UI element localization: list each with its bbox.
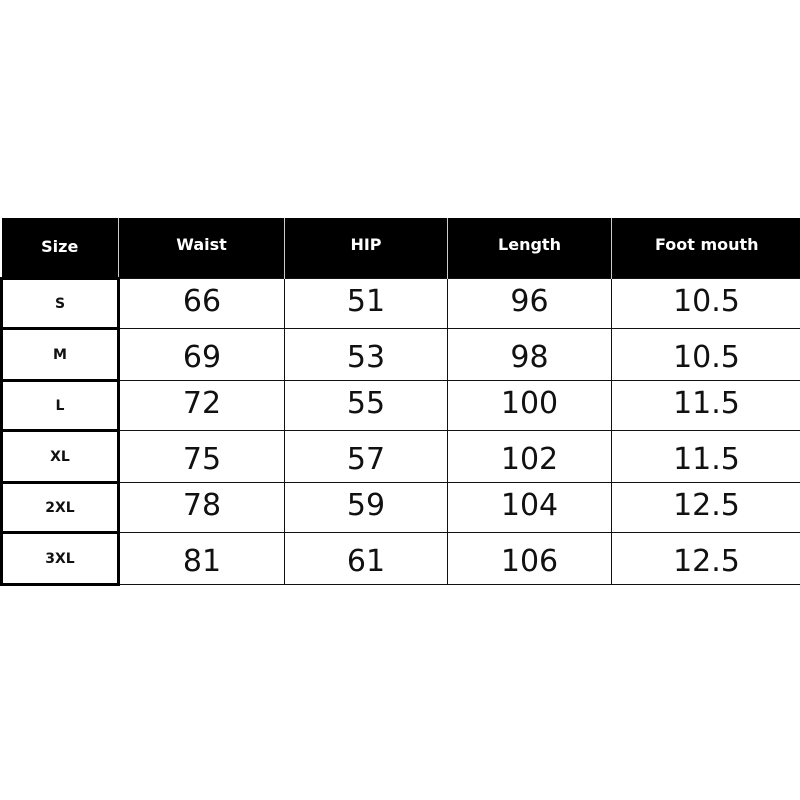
size-chart-table: Size Waist HIP Length Foot mouth S 66 51 96… [0, 218, 800, 586]
cell-hip: 57 [284, 430, 448, 483]
cell-hip: 53 [284, 328, 448, 381]
header-foot-mouth: Foot mouth [611, 218, 800, 279]
header-waist: Waist [118, 218, 285, 279]
cell-size: 2XL [0, 481, 120, 534]
table-row: 3XL 81 61 106 12.5 [0, 531, 800, 586]
cell-foot-mouth: 11.5 [611, 430, 800, 483]
cell-waist: 81 [118, 532, 285, 585]
cell-hip: 55 [284, 380, 448, 431]
cell-length: 98 [447, 328, 612, 381]
table-row: L 72 55 100 11.5 [0, 379, 800, 432]
header-length: Length [447, 218, 612, 279]
cell-size: L [0, 379, 120, 432]
cell-length: 102 [447, 430, 612, 483]
cell-foot-mouth: 11.5 [611, 380, 800, 431]
cell-size: 3XL [0, 531, 120, 586]
cell-hip: 61 [284, 532, 448, 585]
cell-waist: 78 [118, 482, 285, 533]
cell-size: M [0, 327, 120, 382]
cell-foot-mouth: 10.5 [611, 328, 800, 381]
cell-waist: 66 [118, 278, 285, 329]
table-row: XL 75 57 102 11.5 [0, 429, 800, 484]
cell-size: XL [0, 429, 120, 484]
cell-waist: 69 [118, 328, 285, 381]
cell-foot-mouth: 10.5 [611, 278, 800, 329]
cell-length: 96 [447, 278, 612, 329]
table-row: S 66 51 96 10.5 [0, 277, 800, 330]
table-row: 2XL 78 59 104 12.5 [0, 481, 800, 534]
header-row: Size Waist HIP Length Foot mouth [1, 218, 800, 279]
cell-size: S [0, 277, 120, 330]
cell-length: 100 [447, 380, 612, 431]
cell-foot-mouth: 12.5 [611, 532, 800, 585]
header-size: Size [1, 218, 119, 279]
cell-waist: 72 [118, 380, 285, 431]
cell-length: 104 [447, 482, 612, 533]
cell-hip: 51 [284, 278, 448, 329]
table-row: M 69 53 98 10.5 [0, 327, 800, 382]
cell-hip: 59 [284, 482, 448, 533]
cell-waist: 75 [118, 430, 285, 483]
header-hip: HIP [284, 218, 448, 279]
cell-foot-mouth: 12.5 [611, 482, 800, 533]
cell-length: 106 [447, 532, 612, 585]
